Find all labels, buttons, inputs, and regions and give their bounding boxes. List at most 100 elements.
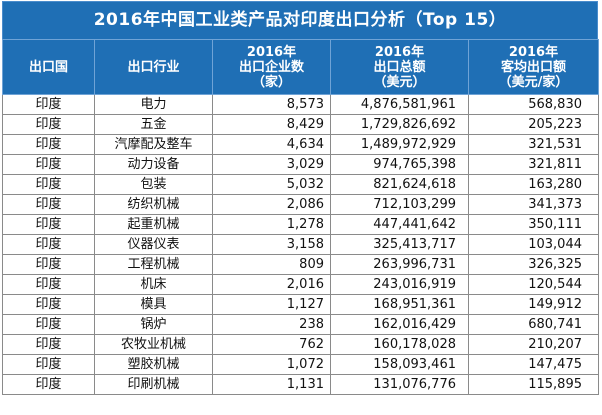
cell-industry: 锅炉 [94,314,213,335]
header-avg-line-1: 2016年 [508,44,559,60]
header-row: 出口国 出口行业 2016年 出口企业数 （家） 2016年 出口总额 （美元）… [2,39,599,95]
cell-country: 印度 [2,154,95,175]
cell-total: 131,076,776 [330,374,469,395]
table-row: 印度 动力设备 3,029 974,765,398 321,811 [2,154,599,175]
cell-companies: 4,634 [212,134,331,155]
header-industry: 出口行业 [94,39,213,95]
cell-total: 243,016,919 [330,274,469,295]
cell-industry: 农牧业机械 [94,334,213,355]
cell-companies: 8,429 [212,114,331,135]
cell-companies: 5,032 [212,174,331,195]
cell-industry: 汽摩配及整车 [94,134,213,155]
cell-avg: 210,207 [468,334,599,355]
cell-country: 印度 [2,354,95,375]
header-total-line-3: （美元） [373,74,426,90]
cell-companies: 1,072 [212,354,331,375]
cell-total: 821,624,618 [330,174,469,195]
cell-avg: 120,544 [468,274,599,295]
cell-country: 印度 [2,114,95,135]
header-avg-line-3: （美元/家） [498,74,569,90]
table-row: 印度 包装 5,032 821,624,618 163,280 [2,174,599,195]
table-row: 印度 仪器仪表 3,158 325,413,717 103,044 [2,234,599,255]
cell-total: 447,441,642 [330,214,469,235]
export-table-container: 2016年中国工业类产品对印度出口分析（Top 15） 出口国 出口行业 201… [2,1,599,395]
table-row: 印度 工程机械 809 263,996,731 326,325 [2,254,599,275]
cell-companies: 1,127 [212,294,331,315]
cell-total: 974,765,398 [330,154,469,175]
table-row: 印度 印刷机械 1,131 131,076,776 115,895 [2,374,599,395]
cell-country: 印度 [2,194,95,215]
header-companies-line-2: 出口企业数 [238,59,304,75]
cell-industry: 纺织机械 [94,194,213,215]
cell-avg: 341,373 [468,194,599,215]
cell-avg: 163,280 [468,174,599,195]
table-row: 印度 纺织机械 2,086 712,103,299 341,373 [2,194,599,215]
cell-total: 1,729,826,692 [330,114,469,135]
cell-companies: 1,278 [212,214,331,235]
cell-companies: 2,086 [212,194,331,215]
cell-total: 1,489,972,929 [330,134,469,155]
cell-total: 160,178,028 [330,334,469,355]
cell-companies: 238 [212,314,331,335]
cell-country: 印度 [2,174,95,195]
cell-industry: 印刷机械 [94,374,213,395]
cell-total: 162,016,429 [330,314,469,335]
cell-country: 印度 [2,254,95,275]
header-country: 出口国 [2,39,95,95]
cell-avg: 147,475 [468,354,599,375]
header-avg-line-2: 客均出口额 [500,59,566,75]
cell-avg: 149,912 [468,294,599,315]
header-industry-line: 出口行业 [127,59,180,75]
header-total-line-2: 出口总额 [373,59,426,75]
cell-companies: 1,131 [212,374,331,395]
cell-country: 印度 [2,234,95,255]
export-table: 出口国 出口行业 2016年 出口企业数 （家） 2016年 出口总额 （美元）… [2,39,599,395]
cell-industry: 工程机械 [94,254,213,275]
header-total-line-1: 2016年 [374,44,425,60]
cell-companies: 2,016 [212,274,331,295]
cell-industry: 模具 [94,294,213,315]
cell-total: 168,951,361 [330,294,469,315]
cell-country: 印度 [2,94,95,115]
table-row: 印度 锅炉 238 162,016,429 680,741 [2,314,599,335]
cell-avg: 568,830 [468,94,599,115]
cell-industry: 仪器仪表 [94,234,213,255]
header-companies-line-3: （家） [251,74,291,90]
table-body: 印度 电力 8,573 4,876,581,961 568,830 印度 五金 … [2,94,599,395]
cell-avg: 205,223 [468,114,599,135]
cell-companies: 3,029 [212,154,331,175]
header-country-line: 出口国 [28,59,68,75]
cell-country: 印度 [2,294,95,315]
cell-industry: 塑胶机械 [94,354,213,375]
cell-total: 263,996,731 [330,254,469,275]
cell-industry: 电力 [94,94,213,115]
header-avg: 2016年 客均出口额 （美元/家） [468,39,599,95]
cell-companies: 809 [212,254,331,275]
cell-country: 印度 [2,214,95,235]
cell-industry: 包装 [94,174,213,195]
cell-industry: 起重机械 [94,214,213,235]
table-row: 印度 起重机械 1,278 447,441,642 350,111 [2,214,599,235]
cell-avg: 321,811 [468,154,599,175]
cell-companies: 3,158 [212,234,331,255]
cell-avg: 350,111 [468,214,599,235]
cell-companies: 8,573 [212,94,331,115]
cell-industry: 机床 [94,274,213,295]
table-title: 2016年中国工业类产品对印度出口分析（Top 15） [2,1,598,39]
table-row: 印度 五金 8,429 1,729,826,692 205,223 [2,114,599,135]
cell-country: 印度 [2,314,95,335]
cell-country: 印度 [2,274,95,295]
header-companies-line-1: 2016年 [246,44,297,60]
cell-avg: 680,741 [468,314,599,335]
cell-avg: 115,895 [468,374,599,395]
cell-country: 印度 [2,134,95,155]
cell-country: 印度 [2,374,95,395]
cell-total: 158,093,461 [330,354,469,375]
cell-total: 712,103,299 [330,194,469,215]
cell-companies: 762 [212,334,331,355]
table-row: 印度 农牧业机械 762 160,178,028 210,207 [2,334,599,355]
table-row: 印度 汽摩配及整车 4,634 1,489,972,929 321,531 [2,134,599,155]
cell-industry: 动力设备 [94,154,213,175]
cell-avg: 326,325 [468,254,599,275]
cell-total: 4,876,581,961 [330,94,469,115]
